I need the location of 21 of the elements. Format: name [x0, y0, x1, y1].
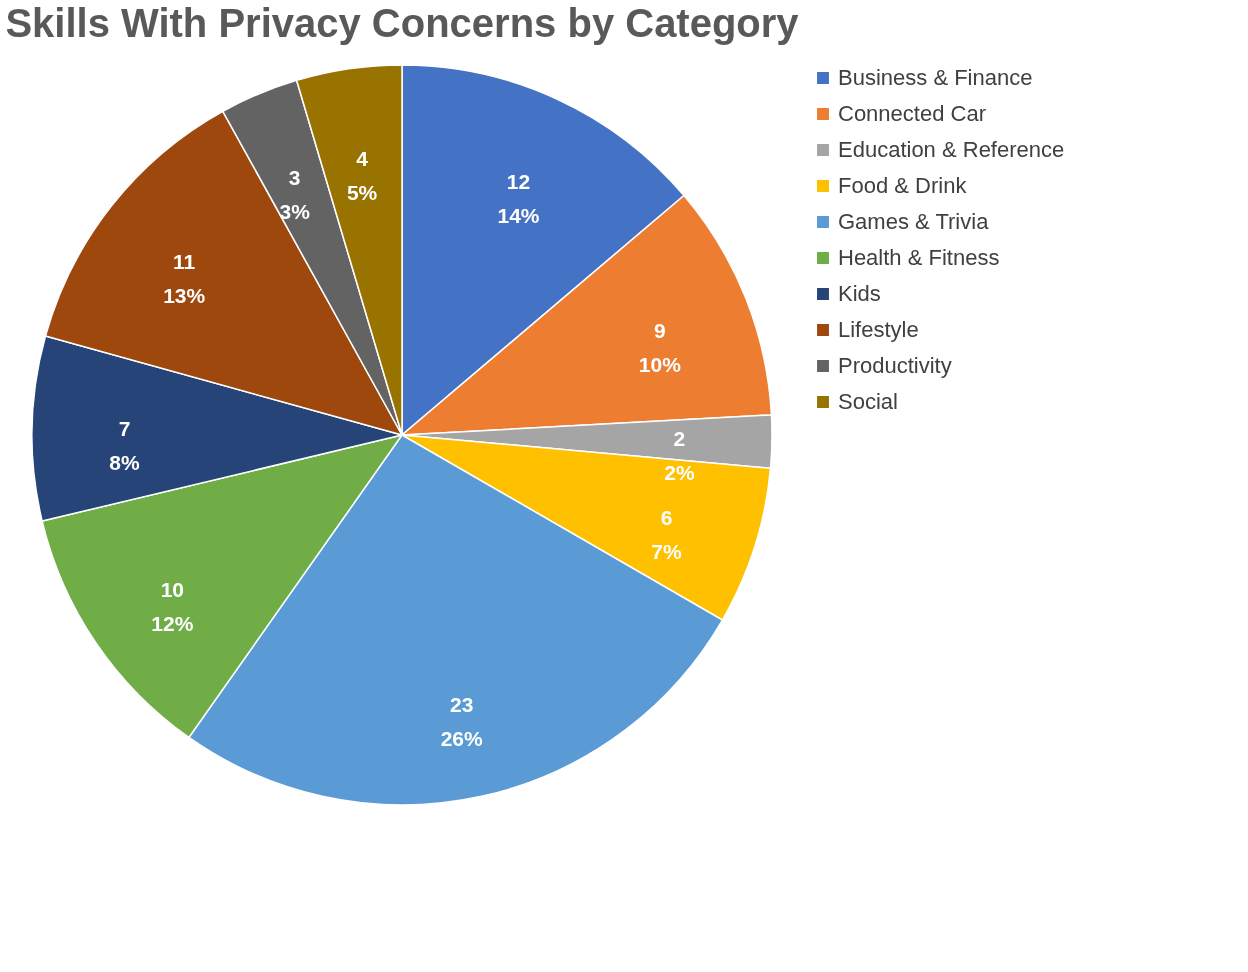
data-label: 12 14% [497, 170, 540, 228]
legend-label: Education & Reference [838, 137, 1065, 162]
data-label: 11 13% [163, 250, 206, 308]
data-label: 3 3% [279, 166, 311, 224]
data-label: 6 7% [651, 505, 683, 563]
data-label: 9 10% [638, 319, 682, 377]
legend-label: Business & Finance [838, 65, 1033, 90]
legend-label: Lifestyle [838, 317, 919, 342]
data-label: 4 5% [346, 147, 378, 205]
legend-label: Health & Fitness [838, 245, 1000, 270]
legend-label: Food & Drink [838, 173, 968, 198]
data-label: 7 8% [109, 416, 141, 474]
data-label: 10 12% [151, 577, 194, 635]
legend-label: Connected Car [838, 101, 986, 126]
data-label: 2 2% [664, 427, 695, 485]
legend-label: Kids [838, 281, 881, 306]
legend-label: Productivity [838, 353, 952, 378]
data-label: 23 26% [440, 693, 483, 751]
legend-label: Social [838, 389, 898, 414]
chart-title: Skills With Privacy Concerns by Category [5, 1, 800, 45]
legend-label: Games & Trivia [838, 209, 990, 234]
